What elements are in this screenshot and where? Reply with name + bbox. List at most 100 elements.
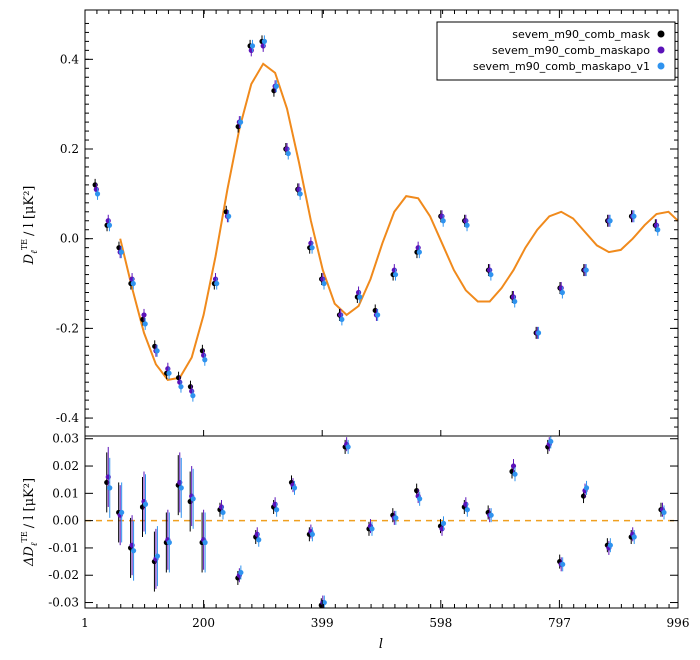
top-point-2-12 (237, 119, 244, 125)
bottom-panel-frame (84, 435, 679, 609)
bottom-y-tick-label-1: -0.02 (48, 568, 79, 582)
top-point-1-1 (105, 218, 111, 224)
top-point-1-7 (177, 379, 183, 385)
top-point-1-14 (260, 43, 266, 49)
legend-label-2: sevem_m90_comb_maskapo_v1 (473, 60, 650, 73)
top-point-2-23 (392, 271, 399, 278)
x-tick-label-4: 797 (548, 616, 571, 630)
top-point-1-20 (338, 312, 344, 318)
bottom-point-2-0 (107, 485, 113, 491)
bottom-point-2-13 (291, 485, 298, 491)
bottom-point-2-18 (393, 515, 399, 521)
bottom-point-2-8 (202, 539, 208, 546)
bottom-point-2-12 (274, 507, 280, 513)
top-point-2-4 (142, 321, 148, 327)
legend: sevem_m90_comb_mask sevem_m90_comb_maska… (436, 21, 676, 81)
legend-marker-0 (657, 30, 665, 38)
top-point-1-24 (415, 245, 421, 251)
top-point-2-15 (273, 83, 279, 89)
legend-marker-2 (657, 62, 665, 70)
top-point-0-4 (140, 316, 146, 323)
top-point-0-15 (271, 88, 277, 94)
top-point-1-4 (141, 312, 147, 318)
top-ylabel-main: D (22, 253, 37, 265)
frames-group (84, 9, 679, 609)
top-point-1-18 (308, 240, 314, 246)
theory-curve-group (119, 62, 679, 381)
top-y-tick-label-4: 0.4 (60, 52, 79, 66)
top-point-1-17 (296, 186, 302, 192)
top-point-2-17 (297, 191, 303, 197)
bottom-point-2-14 (309, 531, 315, 537)
top-y-tick-label-1: -0.2 (56, 321, 79, 335)
top-point-2-16 (285, 150, 291, 157)
top-point-2-19 (321, 280, 327, 287)
bottom-point-2-11 (256, 537, 262, 543)
x-tick-label-3: 598 (429, 616, 452, 630)
top-y-tick-label-2: 0.0 (60, 232, 79, 246)
top-point-2-14 (261, 38, 267, 44)
top-point-1-25 (439, 213, 445, 219)
top-point-0-22 (372, 307, 378, 314)
bottom-point-2-4 (154, 553, 161, 559)
bottom-point-2-22 (488, 512, 494, 518)
x-tick-label-5: 996 (667, 616, 690, 630)
top-point-2-8 (190, 393, 196, 399)
top-y-axis-title: DℓTE / l [μK²] (20, 186, 40, 266)
bottom-y-axis-title: ΔDℓTE / l [μK²] (20, 478, 40, 567)
top-point-2-34 (655, 227, 661, 233)
top-point-1-34 (653, 222, 660, 228)
bottom-point-2-5 (166, 539, 172, 546)
top-point-2-27 (488, 271, 494, 278)
top-point-2-1 (106, 222, 113, 228)
top-point-0-7 (175, 375, 182, 381)
top-point-1-21 (355, 289, 362, 296)
x-tick-label-2: 399 (311, 616, 334, 630)
bottom-point-2-25 (560, 561, 566, 567)
bottom-point-2-26 (583, 485, 590, 491)
top-point-1-8 (189, 388, 195, 394)
top-y-tick-label-0: -0.4 (56, 411, 80, 425)
top-point-2-20 (339, 316, 345, 323)
bottom-y-tick-label-0: -0.03 (48, 596, 79, 610)
top-point-2-5 (154, 348, 160, 354)
top-point-1-27 (487, 267, 493, 273)
top-point-2-10 (214, 280, 220, 287)
top-point-2-18 (309, 245, 315, 251)
bottom-y-tick-label-5: 0.02 (52, 459, 79, 473)
top-ylabel-rest: / l [μK²] (22, 186, 37, 236)
top-point-2-9 (202, 357, 208, 363)
legend-marker-1 (657, 46, 665, 54)
bottom-point-2-24 (548, 438, 554, 445)
top-point-2-32 (607, 218, 613, 224)
legend-label-1: sevem_m90_comb_maskapo (492, 44, 650, 57)
bottom-point-2-29 (661, 509, 667, 516)
bottom-point-2-1 (119, 509, 125, 516)
bottom-point-2-6 (178, 485, 184, 491)
bottom-point-2-15 (321, 599, 327, 606)
top-point-2-28 (512, 298, 518, 305)
top-point-0-0 (92, 182, 98, 188)
top-point-0-2 (116, 245, 122, 251)
top-point-2-33 (631, 213, 637, 219)
bottom-point-2-10 (238, 569, 244, 576)
top-point-2-6 (166, 370, 172, 376)
bottom-points-group (104, 436, 667, 608)
x-tick-label-1: 200 (192, 616, 215, 630)
top-ylabel-sub: ℓ (30, 250, 40, 254)
bottom-y-tick-label-6: 0.03 (52, 432, 79, 446)
bottom-point-2-23 (512, 471, 518, 477)
bottom-point-2-3 (142, 501, 149, 507)
top-point-1-26 (463, 218, 469, 224)
bottom-point-2-2 (130, 548, 137, 554)
bottom-ylabel-sub: ℓ (30, 542, 40, 546)
bottom-point-2-27 (607, 542, 613, 548)
top-point-2-31 (583, 267, 589, 273)
x-tick-label-0: 1 (81, 616, 89, 630)
bottom-ylabel-sup: TE (20, 531, 29, 542)
top-point-2-7 (178, 384, 184, 390)
top-point-2-13 (249, 43, 256, 49)
top-point-2-29 (535, 330, 542, 336)
bottom-y-tick-label-4: 0.01 (52, 486, 79, 500)
top-point-0-12 (235, 123, 241, 130)
